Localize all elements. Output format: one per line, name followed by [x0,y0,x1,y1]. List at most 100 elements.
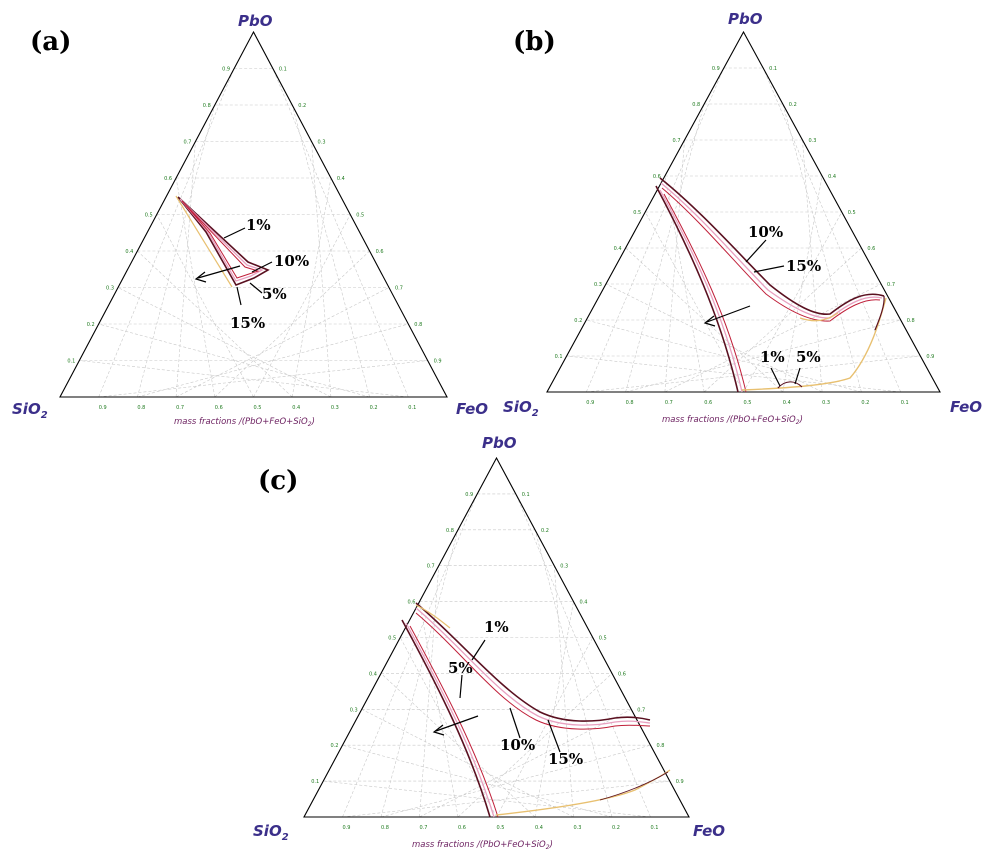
panel-a-arrow [197,265,241,279]
panel-c-curve-lower-outer [401,619,491,818]
panel-a-ticks: 0.1 0.1 0.1 0.2 0.2 0.2 0.3 0.3 0.3 0.4 0.4 0.4 0.5 0… [67,67,441,412]
panel-c-tick-label: 0.9 [465,492,473,498]
panel-c-arrow-head [432,724,445,736]
panel-c-tick-label: 0.9 [343,825,351,831]
panel-c-tick-label: 0.6 [618,671,626,677]
panel-b-tick-label: 0.5 [633,210,641,216]
panel-b-leader-1 [770,367,781,387]
panel-c-gridline [457,673,613,818]
panel-b-tick-label: 0.9 [586,400,594,406]
panel-b-gridline [605,283,823,393]
panel-c-gridline [380,673,536,818]
panel-b-tick-label: 0.5 [744,400,752,406]
panel-c-tick-label: 0.4 [580,600,588,606]
panel-b-tick-label: 0.7 [887,282,895,288]
panel-a-tick-label: 0.8 [137,405,145,411]
panel-b-tick-label: 0.8 [692,102,700,108]
panel-b-tick-label: 0.1 [555,354,563,360]
panel-b-grid [566,67,921,393]
panel-c-tick-label: 0.5 [497,825,505,831]
panel-b-tick-label: 0.8 [907,318,915,324]
panel-b-curves [655,177,887,393]
panel-b-arrow-head [703,315,716,327]
panel-a-tick-label: 0.3 [331,405,339,411]
panel-a-gridline [311,141,332,398]
panel-a-gridline [175,141,196,398]
panel-a-tick-label: 0.1 [67,359,75,365]
panel-b-tick-label: 0.4 [828,174,836,180]
panel-a-gridline [98,360,428,398]
panel-a-curve-light [175,195,233,288]
panel-c-label: (c) [258,466,298,496]
panel-b-gridline [625,319,901,393]
panel-b-curve-bottom-light [741,297,887,391]
panel-a-curve-inner [181,200,260,279]
panel-b-curve-upper-mid [660,182,883,319]
panel-c-tick-label: 0.3 [560,564,568,570]
panel-b-ticks: 0.1 0.1 0.1 0.2 0.2 0.2 0.3 0.3 0.3 0.4 0.4 0.4 0.5 0… [555,66,935,406]
panel-b-leader-15 [753,265,785,273]
panel-c-tick-label: 0.8 [446,528,454,534]
panel-c-tick-label: 0.6 [408,600,416,606]
panel-b-label-1pct: 1% [760,348,785,366]
panel-b-tick-label: 0.1 [901,400,909,406]
panel-b-label-5pct: 5% [796,348,821,366]
panel-b-tick-label: 0.5 [848,210,856,216]
panel-b-gridline [664,139,685,393]
panel-b-label: (b) [513,27,556,57]
panel-b-leader-5 [794,367,801,385]
panel-b-leaders [703,239,801,387]
panel-c-tick-label: 0.5 [599,636,607,642]
panel-a-tick-label: 0.2 [87,322,95,328]
panel-c-tick-label: 0.9 [676,779,684,785]
panel-c-label-1pct: 1% [484,618,509,636]
panel-b-vertex-feo: FeO [950,398,982,416]
panel-b-gridline [664,283,882,393]
panel-b-tick-label: 0.3 [594,282,602,288]
panel-a-curves [175,195,270,288]
panel-c-gridline [515,493,651,818]
panel-b-tick-label: 0.4 [614,246,622,252]
panel-a-curve-outer [177,196,270,286]
panel-b-curve-bump [777,381,803,389]
panel-a-tick-label: 0.3 [106,286,114,292]
panel-b-gridline [586,67,725,393]
panel-b-label-10pct: 10% [748,223,783,241]
panel-a-tick-label: 0.4 [292,405,300,411]
panel-b-triangle [546,30,941,393]
panel-c-label-5pct: 5% [448,659,473,677]
panel-a-gridline [214,250,370,398]
panel-a-leader-15 [236,286,242,306]
panel-c-curve-lower-mid [405,622,495,818]
panel-c-tick-label: 0.8 [381,825,389,831]
panel-a-tick-label: 0.5 [145,213,153,219]
panel-c-gridline [419,709,632,818]
panel-c-tick-label: 0.3 [350,707,358,713]
panel-a-label-1pct: 1% [246,216,271,234]
panel-a-tick-label: 0.9 [222,67,230,73]
panel-b-gridline [586,355,921,393]
panel-c-tick-label: 0.2 [541,528,549,534]
panel-a-tick-label: 0.7 [176,405,184,411]
panel-c-tick-label: 0.4 [369,671,377,677]
panel-a-tick-label: 0.5 [254,405,262,411]
panel-c-tick-label: 0.7 [420,825,428,831]
panel-b-gridline [644,211,744,393]
panel-b-tick-label: 0.8 [626,400,634,406]
panel-c-curve-upper-inner [415,612,651,730]
panel-c-gridline [342,744,613,818]
panel-b-label-15pct: 15% [786,257,821,275]
panel-c-tick-label: 0.5 [388,636,396,642]
panel-c-caption: mass fractions /(PbO+FeO+SiO2) [412,840,553,851]
panel-a-tick-label: 0.9 [99,405,107,411]
panel-c-vertex-sio2: SiO2 [253,822,289,843]
panel-c-gridline [380,744,651,818]
panel-b-tick-label: 0.6 [653,174,661,180]
panel-a: 0.1 0.1 0.1 0.2 0.2 0.2 0.3 0.3 0.3 0.4 0.4 0.4 0.5 0… [12,12,488,428]
panel-b-gridline [625,247,784,393]
panel-a-gridline [253,214,351,398]
panel-b-tick-label: 0.1 [769,66,777,72]
panel-b-tick-label: 0.7 [673,138,681,144]
panel-c-tick-label: 0.8 [657,743,665,749]
